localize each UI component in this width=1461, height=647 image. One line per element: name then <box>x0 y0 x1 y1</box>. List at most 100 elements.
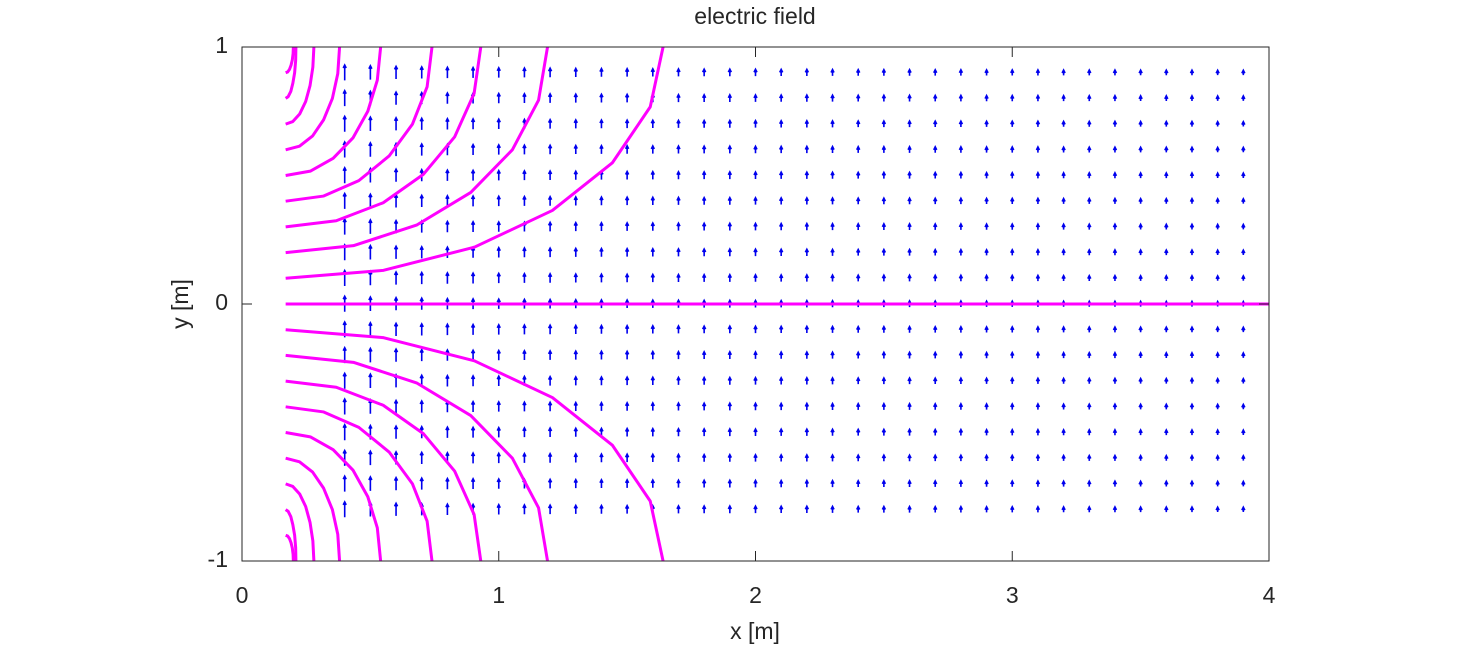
arrow <box>1189 428 1195 436</box>
arrow <box>1189 196 1195 204</box>
arrow <box>804 504 810 513</box>
arrow <box>1215 171 1220 178</box>
field-line <box>285 482 316 562</box>
arrow <box>419 347 424 362</box>
arrow <box>1138 248 1143 256</box>
arrow <box>1189 376 1195 384</box>
arrow <box>753 401 758 411</box>
arrow <box>419 322 424 336</box>
arrow <box>496 143 501 155</box>
arrow <box>1061 376 1066 384</box>
arrow <box>907 170 912 179</box>
arrow <box>1010 325 1015 333</box>
arrow <box>496 477 501 489</box>
arrow <box>1241 145 1246 153</box>
arrow <box>419 193 424 207</box>
y-tick-label: 1 <box>215 32 228 58</box>
arrow <box>958 402 964 410</box>
arrow <box>1112 428 1118 436</box>
arrow <box>804 170 810 179</box>
arrow <box>624 401 630 411</box>
arrow <box>470 271 476 284</box>
arrow <box>1035 247 1041 256</box>
arrow <box>599 349 604 360</box>
arrow <box>419 116 424 130</box>
arrow <box>522 169 527 181</box>
arrow <box>1241 222 1246 230</box>
arrow <box>1010 93 1015 102</box>
arrow <box>650 169 656 180</box>
arrow <box>701 375 707 385</box>
arrow <box>650 246 656 257</box>
arrow <box>778 118 784 128</box>
arrow <box>676 478 681 488</box>
arrow <box>855 67 861 76</box>
field-line <box>285 46 550 255</box>
arrow <box>881 93 887 102</box>
y-tick-label: 0 <box>215 289 228 315</box>
arrow <box>830 350 835 359</box>
arrow <box>1215 428 1220 435</box>
arrow <box>496 168 501 181</box>
arrow <box>624 195 630 206</box>
arrow <box>933 504 938 513</box>
arrow <box>958 145 964 153</box>
arrow <box>1087 119 1092 127</box>
arrow <box>778 221 784 231</box>
arrow <box>1189 479 1195 487</box>
arrow <box>368 141 373 157</box>
arrow <box>984 427 989 436</box>
arrow <box>881 350 887 359</box>
arrow <box>1215 196 1220 204</box>
arrow <box>650 401 656 411</box>
arrow <box>368 346 373 363</box>
arrow <box>778 375 784 385</box>
arrow <box>855 93 861 102</box>
arrow <box>727 350 733 359</box>
arrow <box>445 322 450 336</box>
arrow <box>1087 171 1092 179</box>
arrow <box>804 324 810 334</box>
arrow <box>1035 427 1041 436</box>
arrow <box>522 451 527 463</box>
field-line <box>284 508 298 562</box>
arrow <box>470 65 476 78</box>
x-tick-label: 4 <box>1263 582 1276 608</box>
arrow <box>933 273 938 282</box>
arrow <box>470 399 476 412</box>
arrow <box>958 170 964 179</box>
arrow <box>342 63 347 81</box>
arrow <box>881 504 887 513</box>
arrow <box>496 374 501 386</box>
arrow <box>881 376 887 385</box>
arrow <box>1087 325 1092 333</box>
arrow <box>804 247 810 256</box>
arrow <box>1112 376 1118 384</box>
arrow <box>624 144 630 154</box>
arrow <box>933 222 938 230</box>
arrow <box>958 479 964 487</box>
arrow <box>624 323 630 334</box>
arrow <box>1189 505 1195 513</box>
arrow <box>701 195 707 205</box>
arrow <box>676 144 681 154</box>
arrow <box>1112 196 1118 204</box>
arrow <box>547 477 553 489</box>
arrow <box>496 425 501 438</box>
arrow <box>855 479 861 487</box>
arrow <box>1087 428 1092 436</box>
arrow <box>855 196 861 205</box>
arrow <box>676 324 681 334</box>
arrow <box>445 168 450 181</box>
arrow <box>855 427 861 436</box>
arrow <box>1087 273 1092 281</box>
arrow <box>368 372 373 389</box>
arrow <box>496 91 501 104</box>
arrow <box>599 66 604 77</box>
arrow <box>778 93 784 102</box>
arrow <box>933 402 938 410</box>
arrow <box>419 450 424 464</box>
arrow <box>1138 273 1143 281</box>
arrow <box>1215 402 1220 410</box>
arrow <box>727 427 733 437</box>
